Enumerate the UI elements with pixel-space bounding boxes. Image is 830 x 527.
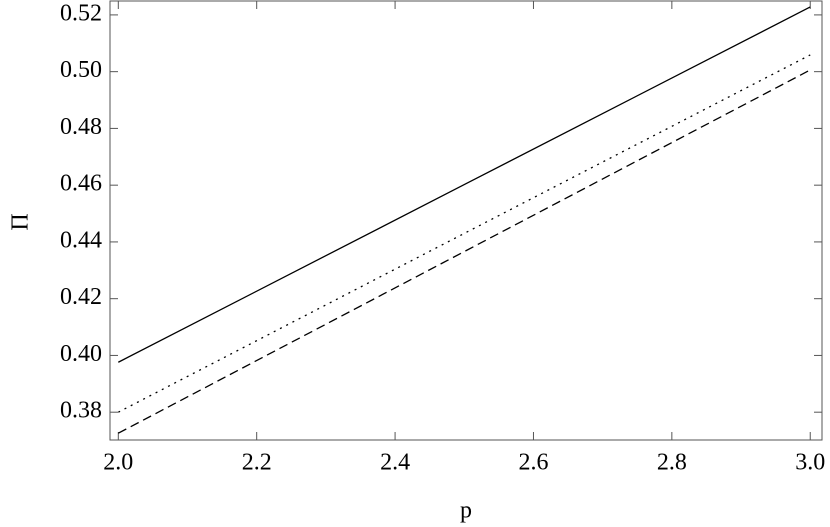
y-tick-label: 0.50 <box>60 57 102 83</box>
x-tick-label: 2.0 <box>103 450 133 476</box>
line-series <box>118 54 811 413</box>
x-tick-label: 2.6 <box>518 450 548 476</box>
x-tick-label: 2.4 <box>380 450 410 476</box>
y-tick-label: 0.52 <box>60 0 102 26</box>
y-tick-label: 0.38 <box>60 398 102 424</box>
x-axis-label: p <box>460 498 472 524</box>
x-tick-label: 2.2 <box>242 450 272 476</box>
y-tick-label: 0.42 <box>60 284 102 310</box>
line-series <box>118 6 811 363</box>
x-tick-label: 2.8 <box>657 450 687 476</box>
line-series <box>118 69 811 434</box>
y-tick-label: 0.40 <box>60 341 102 367</box>
x-tick-label: 3.0 <box>795 450 825 476</box>
y-tick-label: 0.48 <box>60 114 102 140</box>
plot-frame <box>109 0 823 441</box>
y-axis-label: Π <box>8 213 34 230</box>
y-tick-label: 0.46 <box>60 171 102 197</box>
y-tick-label: 0.44 <box>60 227 102 253</box>
